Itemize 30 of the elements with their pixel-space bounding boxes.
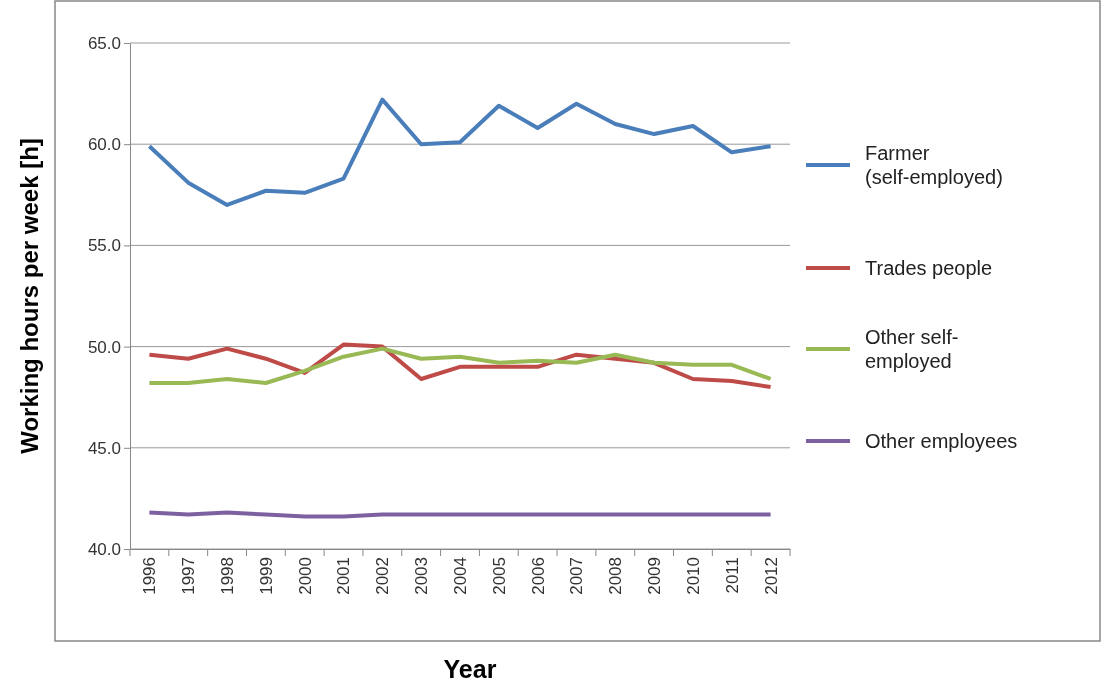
x-axis-title: Year bbox=[443, 655, 497, 683]
x-tick-label: 1999 bbox=[256, 557, 276, 595]
x-tick-label: 2009 bbox=[645, 557, 665, 595]
x-tick-label: 2007 bbox=[567, 557, 587, 595]
x-tick-label: 2004 bbox=[450, 557, 470, 595]
x-tick-label: 2010 bbox=[683, 557, 703, 595]
line-series bbox=[147, 97, 773, 207]
legend-label: Other self-employed bbox=[865, 326, 959, 372]
legend-label: Other employees bbox=[865, 430, 1018, 452]
y-tick-label: 60.0 bbox=[87, 135, 121, 155]
y-tick-label: 50.0 bbox=[87, 337, 121, 357]
y-tick-label: 40.0 bbox=[87, 539, 121, 559]
x-tick-label: 2002 bbox=[373, 557, 393, 595]
x-tick-label: 2011 bbox=[722, 557, 742, 594]
x-tick-label: 2001 bbox=[334, 557, 354, 595]
y-axis-title: Working hours per week [h] bbox=[16, 138, 43, 454]
y-tick-label: 45.0 bbox=[87, 438, 121, 458]
x-tick-label: 2008 bbox=[606, 557, 626, 595]
y-tick-label: 55.0 bbox=[87, 236, 121, 256]
x-tick-label: 2003 bbox=[412, 557, 432, 595]
x-tick-label: 2005 bbox=[489, 557, 509, 595]
legend-label: Trades people bbox=[865, 257, 993, 279]
x-tick-label: 1997 bbox=[179, 557, 199, 595]
x-tick-label: 2006 bbox=[528, 557, 548, 595]
y-tick-label: 65.0 bbox=[87, 33, 121, 53]
x-tick-label: 2012 bbox=[761, 557, 781, 595]
x-tick-label: 1996 bbox=[140, 557, 160, 595]
x-tick-label: 1998 bbox=[218, 557, 238, 595]
legend-label: Farmer (self-employed) bbox=[865, 142, 1003, 188]
x-tick-label: 2000 bbox=[295, 557, 315, 595]
